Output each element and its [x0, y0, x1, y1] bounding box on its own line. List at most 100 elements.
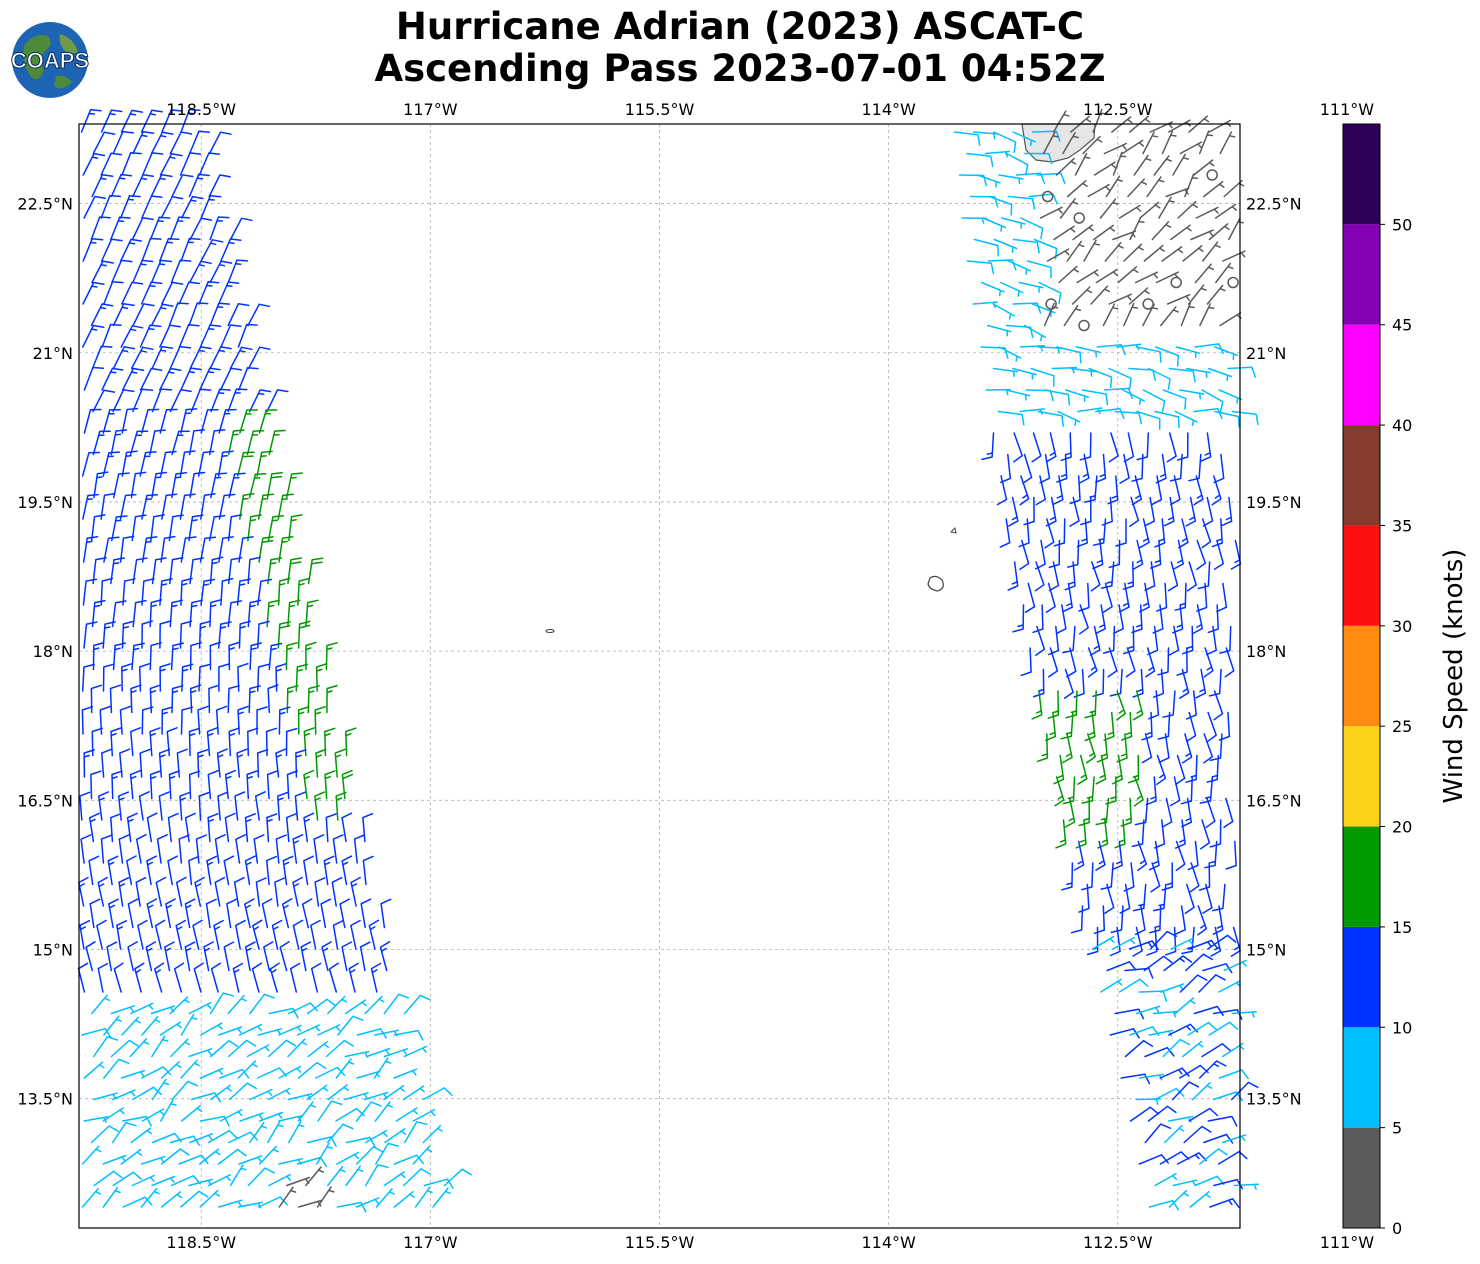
- wind-barb: [214, 876, 226, 907]
- wind-barb: [171, 430, 190, 456]
- wind-barb: [131, 1174, 155, 1187]
- wind-barb: [1221, 1134, 1247, 1144]
- wind-barb: [1218, 980, 1241, 993]
- wind-barb: [1202, 241, 1221, 262]
- wind-barb: [120, 1148, 143, 1165]
- wind-barb: [443, 1168, 472, 1187]
- wind-barb: [348, 962, 359, 993]
- wind-barb: [169, 389, 192, 413]
- wind-barb: [121, 367, 145, 391]
- wind-barb: [132, 557, 148, 585]
- wind-barb: [1181, 625, 1194, 655]
- wind-barb: [1153, 155, 1172, 176]
- wind-barb: [1163, 955, 1193, 972]
- wind-barb: [193, 962, 204, 993]
- lat-tick-label-right: 21°N: [1246, 344, 1286, 363]
- colorbar-tick-label: 45: [1392, 316, 1412, 335]
- wind-barb: [1203, 647, 1214, 678]
- wind-barb: [126, 812, 138, 843]
- wind-barb: [209, 346, 232, 370]
- wind-barb: [141, 1016, 161, 1036]
- wind-barb: [344, 999, 367, 1015]
- wind-barb: [160, 450, 177, 477]
- wind-barb: [1190, 229, 1214, 241]
- wind-barb: [1070, 367, 1096, 377]
- wind-barb: [164, 941, 175, 972]
- wind-barb: [1031, 690, 1043, 720]
- wind-barb: [107, 855, 119, 886]
- wind-barb: [1143, 244, 1165, 262]
- wind-barb: [96, 919, 107, 950]
- wind-barb: [258, 1145, 279, 1165]
- wind-barb: [120, 109, 144, 133]
- wind-barb: [200, 1022, 223, 1036]
- wind-barb: [161, 706, 174, 735]
- wind-barb: [1194, 263, 1215, 284]
- wind-barb: [170, 1038, 191, 1058]
- wind-barb: [184, 941, 196, 972]
- wind-barb: [355, 1101, 382, 1122]
- wind-barb: [151, 1175, 176, 1187]
- wind-barb: [227, 388, 248, 413]
- axis-ticks: 118.5°W 118.5°W 117°W 117°W 115.5°W 115.5°W 11…: [17, 100, 1375, 1252]
- wind-barb: [200, 195, 222, 219]
- lat-tick-label-left: 22.5°N: [17, 195, 73, 214]
- wind-barb: [207, 1129, 238, 1144]
- wind-barb: [384, 1128, 407, 1144]
- wind-barb: [1066, 240, 1085, 262]
- wind-barb: [1230, 539, 1242, 570]
- wind-barb: [412, 1108, 436, 1122]
- wind-barb: [81, 1027, 112, 1039]
- wind-barb: [140, 1155, 166, 1165]
- wind-barb: [1162, 690, 1176, 718]
- wind-barb: [1087, 183, 1111, 198]
- wind-barb: [178, 834, 190, 864]
- wind-barb: [1018, 518, 1030, 548]
- wind-barb: [1042, 131, 1059, 155]
- wind-barb: [287, 557, 303, 585]
- wind-barb: [314, 791, 326, 821]
- lon-tick-label-top: 111°W: [1320, 100, 1375, 119]
- wind-barb: [90, 514, 106, 542]
- wind-barb: [1211, 883, 1226, 912]
- wind-barb: [1076, 269, 1099, 284]
- wind-barb: [1064, 797, 1076, 828]
- wind-barb: [267, 684, 279, 714]
- wind-barb: [1132, 539, 1144, 570]
- wind-barb: [110, 216, 131, 241]
- wind-barb: [247, 303, 271, 327]
- wind-barb: [1123, 302, 1139, 327]
- wind-barb: [116, 920, 128, 950]
- wind-barb: [289, 962, 301, 993]
- wind-barb: [90, 770, 102, 800]
- wind-barb: [188, 770, 201, 800]
- wind-barb: [140, 1187, 160, 1208]
- wind-barb: [326, 684, 338, 714]
- wind-barb: [228, 1082, 258, 1101]
- wind-barb: [198, 663, 211, 692]
- wind-barb: [1170, 224, 1192, 241]
- wind-barb: [1095, 840, 1106, 871]
- wind-barb: [199, 324, 222, 348]
- wind-barb: [145, 941, 157, 972]
- wind-barb: [150, 514, 165, 542]
- wind-barb: [1184, 173, 1199, 198]
- wind-barb: [278, 1186, 297, 1208]
- colorbar-segment: [1343, 926, 1380, 1028]
- wind-barb: [121, 1016, 141, 1036]
- wind-barb: [112, 346, 136, 370]
- wind-barb: [1075, 346, 1101, 358]
- wind-barb: [135, 876, 147, 907]
- wind-barb: [269, 962, 280, 993]
- lon-tick-label-bottom: 114°W: [861, 1233, 916, 1252]
- wind-barb: [1223, 797, 1234, 828]
- wind-barb: [1201, 518, 1212, 549]
- wind-barb: [1172, 153, 1190, 176]
- wind-barb: [82, 324, 105, 348]
- wind-barb: [297, 1101, 317, 1122]
- wind-barb: [1124, 967, 1154, 979]
- wind-barb: [167, 812, 179, 843]
- wind-barb: [90, 303, 114, 327]
- wind-barb: [206, 855, 218, 886]
- wind-barb: [237, 1060, 258, 1079]
